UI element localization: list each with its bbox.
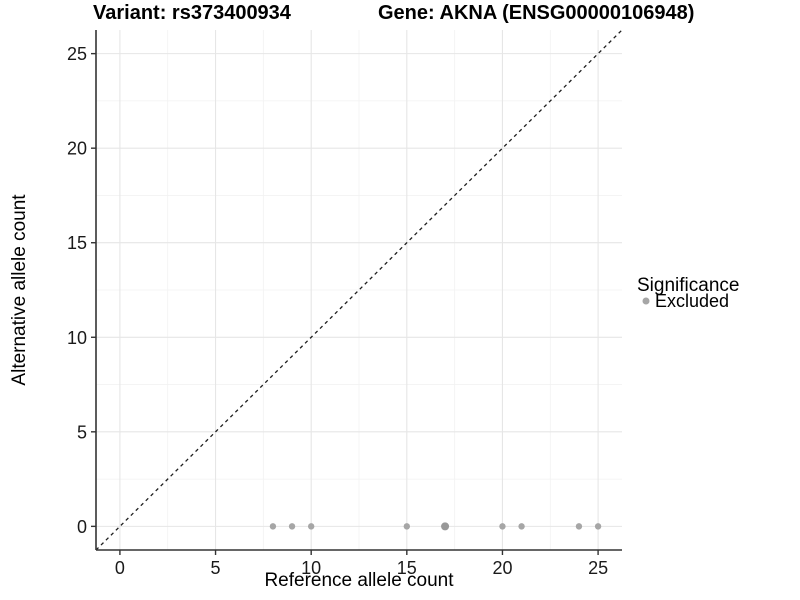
y-tick-label: 10	[67, 328, 87, 348]
y-tick-label: 5	[77, 422, 87, 442]
legend-title: Significance	[637, 275, 739, 296]
gridlines-layer	[96, 30, 622, 550]
plot-title-gene: Gene: AKNA (ENSG00000106948)	[378, 2, 694, 24]
x-tick-label: 5	[211, 558, 221, 578]
data-point	[594, 523, 602, 530]
data-point	[403, 523, 411, 530]
x-tick-label: 25	[588, 558, 608, 578]
legend-entry-excluded: Excluded	[655, 291, 729, 311]
data-point	[288, 523, 296, 530]
x-axis-title: Reference allele count	[264, 570, 454, 591]
y-tick-label: 25	[67, 44, 87, 64]
plot-title-variant: Variant: rs373400934	[93, 2, 292, 24]
data-point	[499, 523, 506, 530]
x-tick-label: 15	[397, 558, 417, 578]
axes-layer: 0 5 10 15 20 25 0 5 10 15 20 25	[67, 30, 622, 578]
legend-excluded-dot-icon	[642, 297, 650, 305]
data-points-layer	[95, 29, 623, 551]
data-point	[269, 523, 277, 530]
data-point	[575, 523, 583, 530]
data-point	[518, 523, 525, 530]
y-axis-title: Alternative allele count	[9, 194, 30, 386]
x-tick-label: 10	[301, 558, 321, 578]
x-tick-label: 20	[492, 558, 512, 578]
legend: Significance Excluded	[637, 275, 739, 311]
y-tick-label: 20	[67, 139, 87, 159]
y-tick-label: 0	[77, 517, 87, 537]
x-tick-label: 0	[115, 558, 125, 578]
data-point	[307, 523, 315, 530]
y-tick-label: 15	[67, 233, 87, 253]
identity-dashed-line	[95, 29, 623, 551]
data-point	[441, 522, 450, 531]
